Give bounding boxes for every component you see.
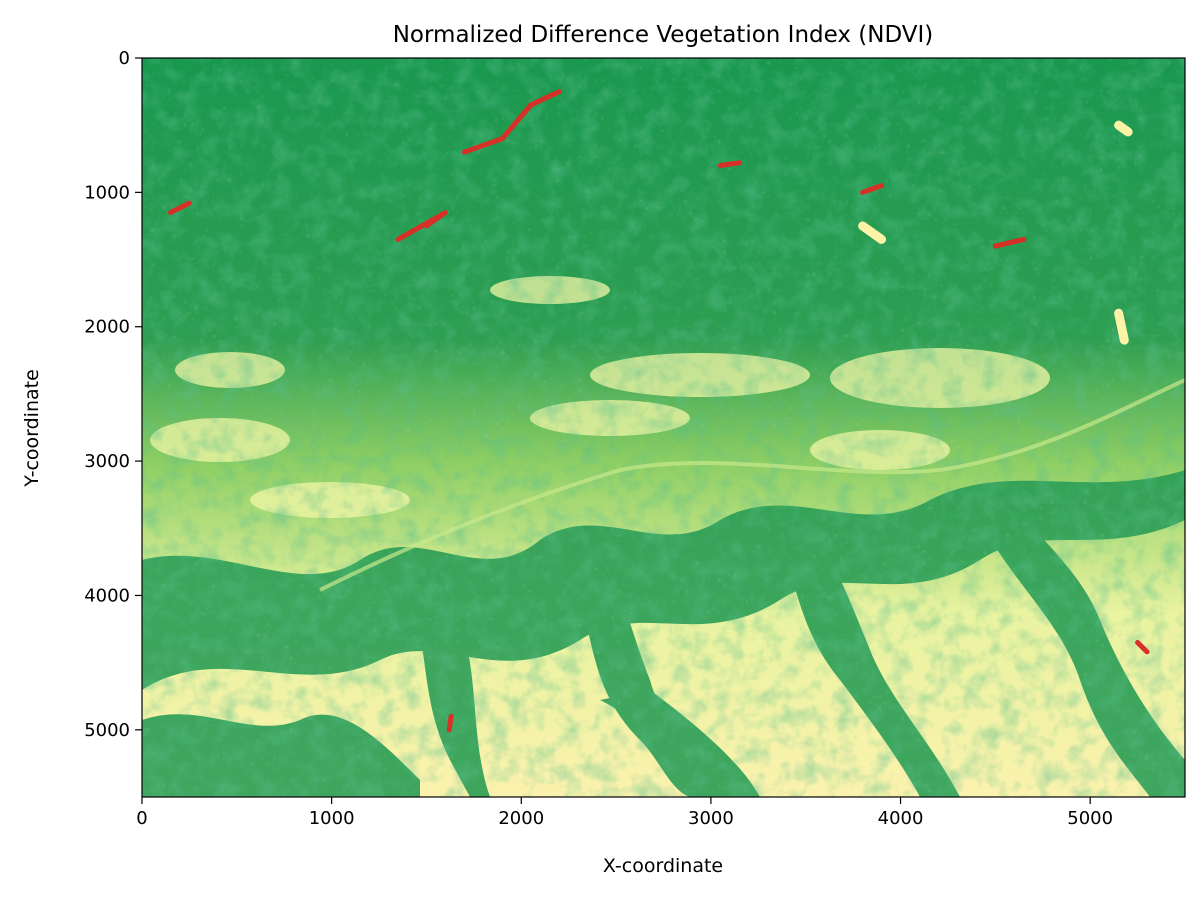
water-body-feature <box>1135 639 1150 655</box>
x-tick-label: 5000 <box>1067 808 1113 829</box>
bare-ground-feature <box>858 221 887 244</box>
bare-ground-feature <box>1114 120 1133 137</box>
y-tick-label: 4000 <box>84 585 130 606</box>
water-body-feature <box>446 713 454 733</box>
water-body-feature <box>461 89 562 155</box>
water-body-feature <box>395 210 448 242</box>
x-axis: 0 1000 2000 3000 4000 5000 <box>136 797 1113 829</box>
water-body-feature <box>860 183 885 195</box>
ndvi-valley-line <box>319 378 1185 592</box>
ndvi-texture-fine <box>142 58 1185 797</box>
y-tick-label: 5000 <box>84 720 130 741</box>
y-axis-label: Y-coordinate <box>21 369 43 488</box>
axes-frame <box>141 57 1186 798</box>
x-tick-label: 4000 <box>878 808 924 829</box>
ndvi-features-layer <box>167 89 1150 733</box>
y-tick-label: 2000 <box>84 317 130 338</box>
water-body-feature <box>992 236 1027 249</box>
chart-title: Normalized Difference Vegetation Index (… <box>393 22 934 48</box>
y-tick-label: 1000 <box>84 182 130 203</box>
y-tick-label: 3000 <box>84 451 130 472</box>
x-axis-label: X-coordinate <box>603 855 723 877</box>
ndvi-heatmap-image <box>142 58 1185 797</box>
bare-ground-feature <box>1114 308 1129 345</box>
y-axis: 0 1000 2000 3000 4000 5000 <box>84 48 142 741</box>
water-body-feature <box>717 160 742 168</box>
y-tick-label: 0 <box>119 48 130 69</box>
water-body-feature <box>167 200 192 216</box>
x-tick-label: 2000 <box>498 808 544 829</box>
x-tick-label: 1000 <box>309 808 355 829</box>
x-tick-label: 0 <box>136 808 147 829</box>
x-tick-label: 3000 <box>688 808 734 829</box>
